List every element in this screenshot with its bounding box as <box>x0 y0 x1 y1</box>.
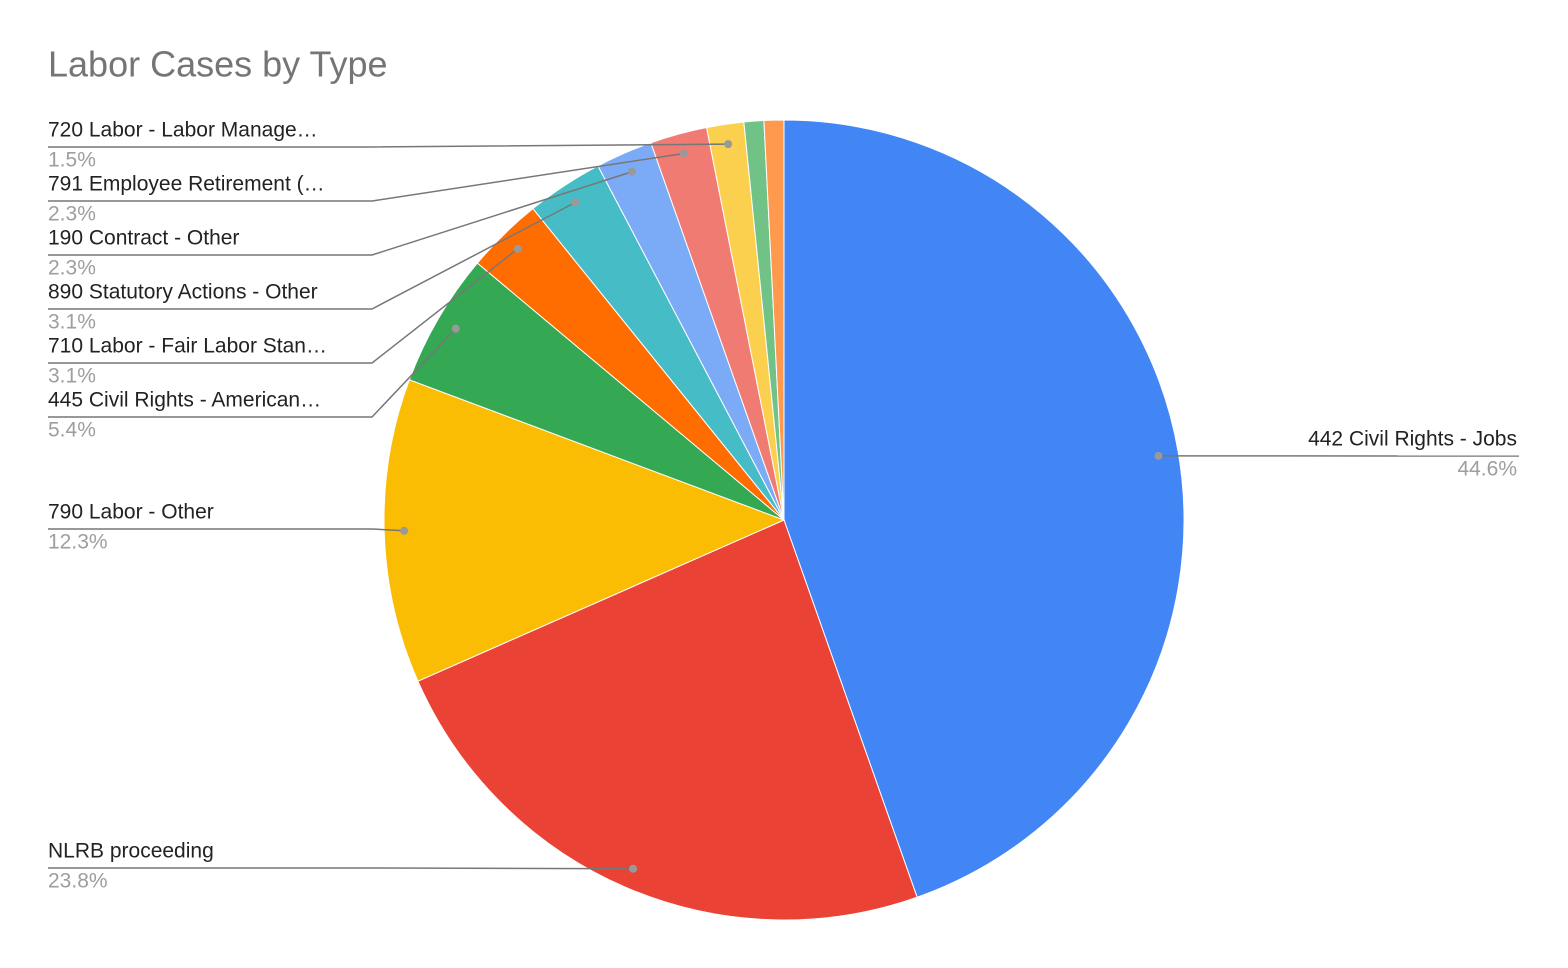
slice-value-label: 2.3% <box>48 203 96 226</box>
slice-value-label: 12.3% <box>48 531 108 554</box>
leader-dot <box>627 167 636 176</box>
leader-dot <box>571 198 580 207</box>
slice-label: 190 Contract - Other <box>48 227 239 250</box>
leader-line <box>48 171 633 256</box>
chart-title: Labor Cases by Type <box>48 44 388 85</box>
slice-value-label: 2.3% <box>48 257 96 280</box>
slice-value-label: 1.5% <box>48 149 96 172</box>
slice-label: 791 Employee Retirement (… <box>48 173 325 196</box>
leader-dot <box>1154 451 1163 460</box>
leader-line <box>48 867 634 870</box>
leader-dot <box>629 864 638 873</box>
leader-dot <box>400 526 409 535</box>
leader-dot <box>451 324 460 333</box>
slice-label: 790 Labor - Other <box>48 501 214 524</box>
slice-label: 890 Statutory Actions - Other <box>48 281 318 304</box>
slice-label: 442 Civil Rights - Jobs <box>1308 428 1517 451</box>
slice-label: 710 Labor - Fair Labor Stan… <box>48 335 327 358</box>
leader-line <box>48 248 519 364</box>
slice-value-label: 3.1% <box>48 311 96 334</box>
pie-slice <box>417 519 918 921</box>
leader-line <box>48 152 684 202</box>
leader-line <box>48 201 576 310</box>
slice-value-label: 44.6% <box>1457 458 1517 481</box>
pie-slice <box>783 119 1185 898</box>
pie-slice <box>383 379 786 682</box>
slice-value-label: 3.1% <box>48 365 96 388</box>
leader-line <box>48 328 457 418</box>
leader-dot <box>724 140 733 149</box>
leader-dot <box>513 244 522 253</box>
leader-line <box>48 528 405 532</box>
slice-label: 720 Labor - Labor Manage… <box>48 119 318 142</box>
slice-label: 445 Civil Rights - American… <box>48 389 321 412</box>
leader-line <box>48 143 729 148</box>
leader-dot <box>679 149 688 158</box>
slice-label: NLRB proceeding <box>48 840 214 863</box>
slice-value-label: 23.8% <box>48 870 108 893</box>
slice-value-label: 5.4% <box>48 419 96 442</box>
pie-slice <box>763 119 785 521</box>
